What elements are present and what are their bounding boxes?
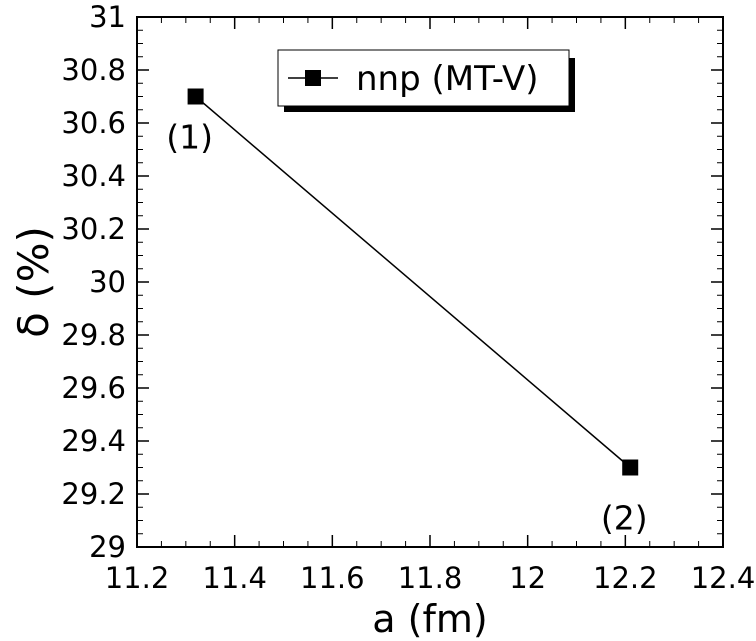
series-line xyxy=(195,95,631,469)
y-tick-label: 30.8 xyxy=(61,53,126,87)
x-tick-label: 12.2 xyxy=(593,561,658,595)
x-tick-label: 11.8 xyxy=(398,561,463,595)
legend-marker-icon xyxy=(305,70,321,86)
y-tick-label: 29.4 xyxy=(61,424,126,458)
y-tick-label: 30.4 xyxy=(61,159,126,193)
data-point-label: (1) xyxy=(166,118,213,157)
y-tick-label: 29.2 xyxy=(61,477,126,511)
y-tick-label: 30 xyxy=(89,265,126,299)
data-point-marker xyxy=(622,459,639,476)
x-axis-label: a (fm) xyxy=(372,597,487,641)
y-tick-label: 29 xyxy=(89,530,126,564)
series-layer xyxy=(187,88,639,476)
y-tick-label: 31 xyxy=(89,0,126,34)
y-tick-label: 29.6 xyxy=(61,371,126,405)
y-axis-label: δ (%) xyxy=(9,226,58,338)
x-tick-label: 11.6 xyxy=(300,561,365,595)
x-tick-label: 12 xyxy=(509,561,546,595)
legend: nnp (MT-V) xyxy=(277,49,575,112)
x-tick-label: 12.4 xyxy=(691,561,756,595)
legend-series-label: nnp (MT-V) xyxy=(356,59,539,99)
x-tick-label: 11.2 xyxy=(105,561,170,595)
data-point-marker xyxy=(187,88,204,105)
minor-ticks xyxy=(137,17,723,547)
point-labels: (1) (2) xyxy=(166,118,647,538)
x-tick-label: 11.4 xyxy=(202,561,267,595)
y-tick-label: 30.6 xyxy=(61,106,126,140)
y-axis: 29 29.2 29.4 29.6 29.8 30 30.2 30.4 30.6 30.8 31 xyxy=(61,0,723,564)
x-axis: 11.2 11.4 11.6 11.8 12 12.2 12.4 xyxy=(105,17,756,595)
data-point-label: (2) xyxy=(601,499,648,538)
y-tick-label: 29.8 xyxy=(61,318,126,352)
y-tick-label: 30.2 xyxy=(61,212,126,246)
